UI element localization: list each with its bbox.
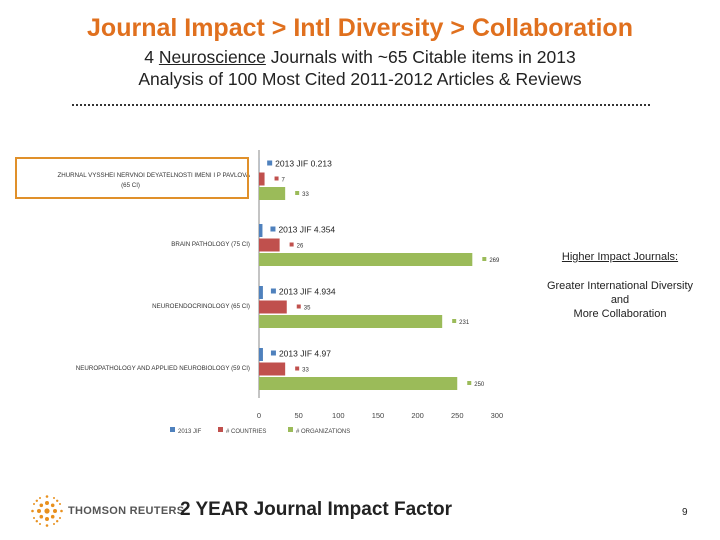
subtitle-line-1: 4 Neuroscience Journals with ~65 Citable… <box>0 47 720 67</box>
data-label: 35 <box>304 306 311 312</box>
label-marker <box>270 288 276 294</box>
category-label: BRAIN PATHOLOGY (75 CI) <box>171 241 250 248</box>
subtitle-underlined-word: Neuroscience <box>158 47 266 67</box>
category-ci-label: (65 CI) <box>121 182 140 189</box>
label-marker <box>296 304 301 309</box>
data-label: 7 <box>282 178 286 184</box>
label-marker <box>467 381 472 385</box>
label-marker <box>274 176 279 181</box>
data-label: 269 <box>489 258 500 264</box>
legend-label: # COUNTRIES <box>226 429 266 435</box>
bar-1 <box>259 172 265 186</box>
callout-line-3: and <box>610 294 630 306</box>
label-marker <box>482 257 487 261</box>
callout-line-2: Greater International Diversity <box>546 280 694 292</box>
data-label: 231 <box>459 320 470 326</box>
x-tick-label: 100 <box>332 411 345 420</box>
x-tick-label: 200 <box>411 411 424 420</box>
data-label-jif: 2013 JIF 4.354 <box>278 225 335 235</box>
bar-2 <box>259 315 443 328</box>
bar-1 <box>259 362 286 376</box>
bar-1 <box>259 300 287 314</box>
data-label: 26 <box>297 244 304 250</box>
bar-2 <box>259 187 286 200</box>
data-label: 250 <box>474 382 485 388</box>
subtitle-line-2: Analysis of 100 Most Cited 2011-2012 Art… <box>138 69 582 89</box>
label-marker <box>267 160 273 166</box>
callout-line-4: More Collaboration <box>573 308 667 320</box>
legend-swatch <box>218 427 223 432</box>
page-number: 9 <box>682 507 688 518</box>
thomson-reuters-logo-icon <box>31 495 63 527</box>
dotted-divider <box>72 104 650 106</box>
bar-0 <box>259 348 263 361</box>
x-tick-label: 150 <box>372 411 385 420</box>
slide-title: Journal Impact > Intl Diversity > Collab… <box>87 14 633 42</box>
data-label-jif: 2013 JIF 4.934 <box>279 287 336 297</box>
legend-swatch <box>170 427 175 432</box>
callout-heading: Higher Impact Journals: <box>561 251 679 263</box>
x-tick-label: 300 <box>491 411 504 420</box>
data-label: 33 <box>302 192 309 198</box>
label-marker <box>295 366 300 371</box>
label-marker <box>295 191 300 195</box>
subtitle-suffix: Journals with ~65 Citable items in 2013 <box>265 47 576 67</box>
category-label: NEUROENDOCRINOLOGY (65 CI) <box>152 303 250 310</box>
legend-label: # ORGANIZATIONS <box>296 429 350 435</box>
x-tick-label: 250 <box>451 411 464 420</box>
legend-label: 2013 JIF <box>178 429 202 435</box>
bar-0 <box>259 286 263 299</box>
bar-1 <box>259 238 280 252</box>
category-label: ZHURNAL VYSSHEI NERVNOI DEYATELNOSTI IME… <box>57 172 250 179</box>
data-label: 33 <box>302 368 309 374</box>
label-marker <box>289 242 294 247</box>
highlight-box <box>15 157 249 199</box>
label-marker <box>270 226 276 232</box>
label-marker <box>452 319 457 323</box>
x-tick-label: 50 <box>294 411 302 420</box>
category-label: NEUROPATHOLOGY AND APPLIED NEUROBIOLOGY … <box>76 365 250 372</box>
data-label-jif: 2013 JIF 4.97 <box>279 349 331 359</box>
subtitle-prefix: 4 <box>144 47 159 67</box>
data-label-jif: 2013 JIF 0.213 <box>275 159 332 169</box>
legend-swatch <box>288 427 293 432</box>
label-marker <box>270 350 276 356</box>
logo-text: THOMSON REUTERS <box>68 505 185 517</box>
bar-chart: ZHURNAL VYSSHEI NERVNOI DEYATELNOSTI IME… <box>57 150 504 435</box>
footer-title: 2 YEAR Journal Impact Factor <box>180 499 453 520</box>
bar-2 <box>259 253 473 266</box>
x-tick-label: 0 <box>257 411 261 420</box>
bar-0 <box>259 224 263 237</box>
bar-2 <box>259 377 458 390</box>
